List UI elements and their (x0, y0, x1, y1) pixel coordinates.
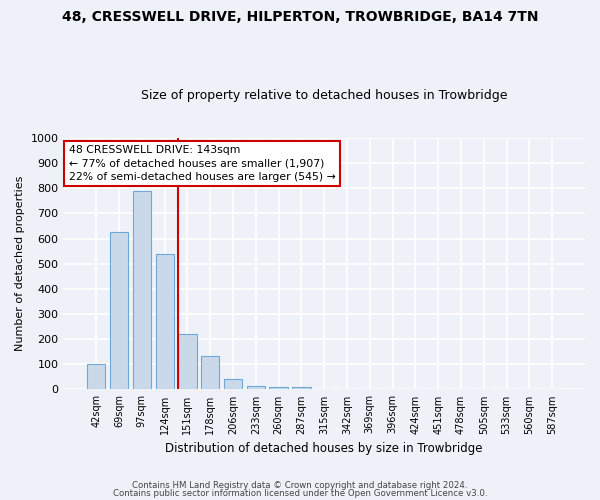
Bar (110, 232, 128, 390)
Bar (247, 386, 265, 390)
Bar (292, 388, 311, 390)
Bar (133, 192, 151, 390)
Bar (201, 356, 220, 390)
Title: Size of property relative to detached houses in Trowbridge: Size of property relative to detached ho… (141, 89, 508, 102)
Y-axis label: Number of detached properties: Number of detached properties (15, 176, 25, 352)
Text: Contains HM Land Registry data © Crown copyright and database right 2024.: Contains HM Land Registry data © Crown c… (132, 480, 468, 490)
Text: Contains public sector information licensed under the Open Government Licence v3: Contains public sector information licen… (113, 488, 487, 498)
Text: 48 CRESSWELL DRIVE: 143sqm
← 77% of detached houses are smaller (1,907)
22% of s: 48 CRESSWELL DRIVE: 143sqm ← 77% of deta… (68, 146, 335, 182)
Bar (269, 387, 288, 390)
Bar (178, 334, 197, 390)
X-axis label: Distribution of detached houses by size in Trowbridge: Distribution of detached houses by size … (166, 442, 483, 455)
Text: 48, CRESSWELL DRIVE, HILPERTON, TROWBRIDGE, BA14 7TN: 48, CRESSWELL DRIVE, HILPERTON, TROWBRID… (62, 10, 538, 24)
Bar (87, 364, 106, 390)
Bar (224, 380, 242, 390)
Bar (155, 254, 174, 390)
